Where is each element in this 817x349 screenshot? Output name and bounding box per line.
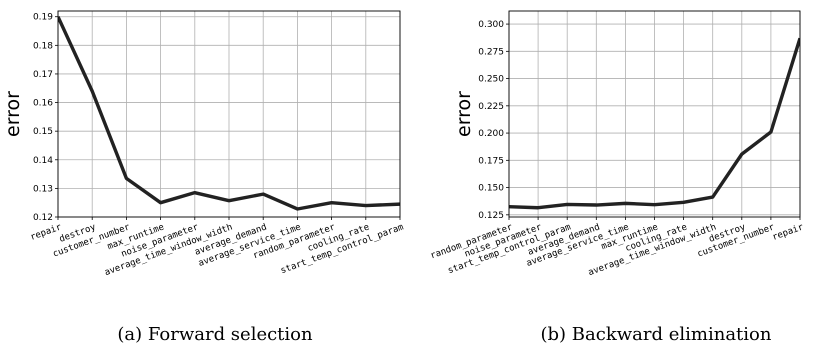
chart-caption: (a) Forward selection <box>117 324 313 345</box>
chart-caption: (b) Backward elimination <box>541 324 772 345</box>
y-tick-label: 0.175 <box>478 156 504 166</box>
y-tick-label: 0.17 <box>33 70 53 80</box>
y-tick-label: 0.150 <box>478 184 504 194</box>
y-tick-label: 0.300 <box>478 20 504 30</box>
y-axis-label: error <box>2 91 24 137</box>
y-tick-label: 0.14 <box>33 156 53 166</box>
y-tick-label: 0.19 <box>33 13 53 23</box>
y-tick-label: 0.18 <box>33 41 53 51</box>
series-line <box>509 37 800 210</box>
x-tick-label: repair <box>29 222 64 243</box>
x-tick-label: repair <box>771 222 806 243</box>
series-line <box>58 16 400 211</box>
y-tick-label: 0.125 <box>478 211 504 221</box>
y-axis-label: error <box>453 91 475 137</box>
y-tick-label: 0.250 <box>478 75 504 85</box>
chart-2: 0.125 0.150 0.175 0.200 0.225 0.250 0.275 0.300… <box>429 10 806 345</box>
y-tick-label: 0.13 <box>33 184 53 194</box>
plot-frame <box>508 10 801 218</box>
y-tick-label: 0.275 <box>478 47 504 57</box>
plot-frame <box>57 10 401 218</box>
y-tick-label: 0.16 <box>33 99 53 109</box>
chart-1: 0.120.130.140.150.160.170.180.19repairde… <box>2 10 405 345</box>
y-tick-label: 0.225 <box>478 102 504 112</box>
y-tick-label: 0.15 <box>33 127 53 137</box>
y-tick-label: 0.12 <box>33 213 53 223</box>
y-tick-label: 0.200 <box>478 129 504 139</box>
